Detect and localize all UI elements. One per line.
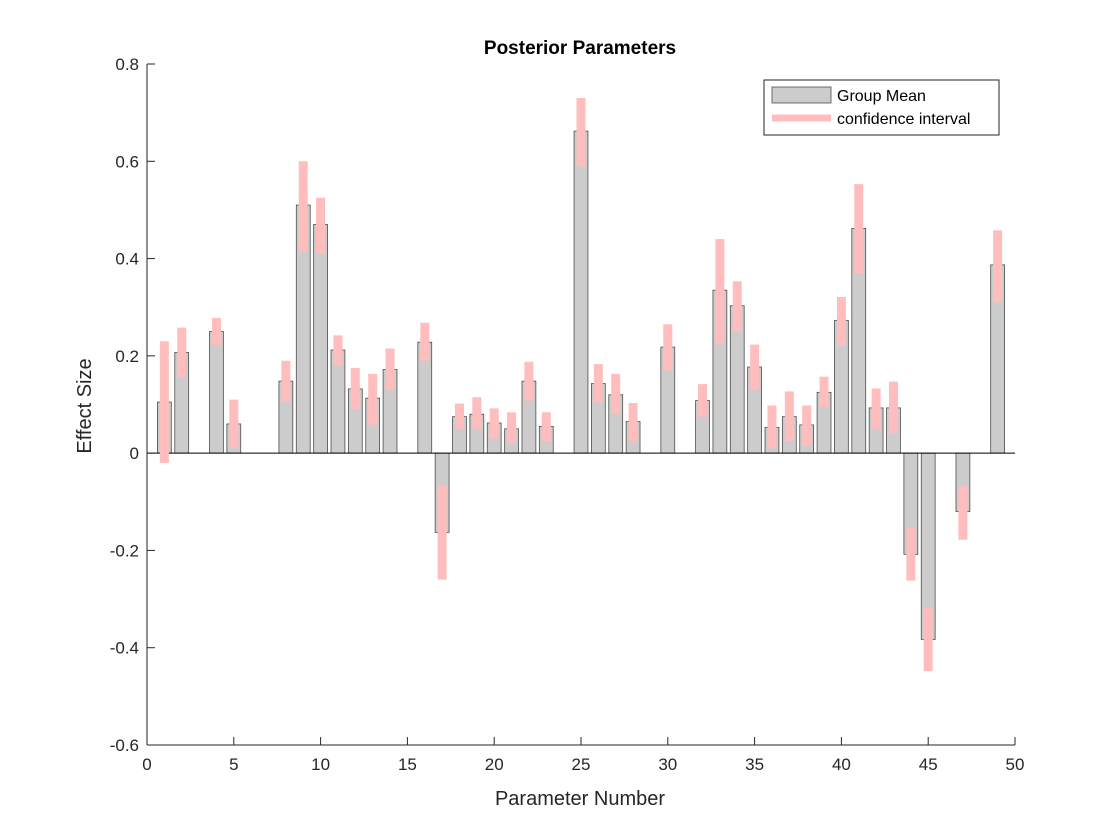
x-tick-label-45: 45 (919, 755, 938, 774)
y-tick-label-0.8: 0.8 (115, 55, 139, 74)
x-tick-label-35: 35 (745, 755, 764, 774)
x-tick-label-15: 15 (398, 755, 417, 774)
x-axis-label: Parameter Number (495, 788, 665, 810)
chart-title: Posterior Parameters (484, 38, 676, 59)
x-tick-label-0: 0 (142, 755, 151, 774)
y-tick-label-0.6: 0.6 (115, 152, 139, 171)
legend: Group Mean confidence interval (763, 79, 1000, 136)
x-tick-label-5: 5 (229, 755, 238, 774)
x-tick-label-40: 40 (832, 755, 851, 774)
x-tick-label-25: 25 (572, 755, 591, 774)
y-tick-label-0: 0 (130, 444, 139, 463)
y-axis-label: Effect Size (74, 358, 96, 453)
y-tick-label--0.4: -0.4 (110, 639, 139, 658)
y-tick-label-0.4: 0.4 (115, 250, 139, 269)
legend-label-confidence-interval: confidence interval (837, 111, 970, 128)
y-tick-label-0.2: 0.2 (115, 347, 139, 366)
x-tick-label-50: 50 (1006, 755, 1025, 774)
bar-25 (573, 130, 589, 454)
x-tick-label-30: 30 (658, 755, 677, 774)
y-tick-label--0.6: -0.6 (110, 736, 139, 755)
x-tick-label-20: 20 (485, 755, 504, 774)
x-tick-label-10: 10 (311, 755, 330, 774)
bar-4 (209, 331, 224, 454)
legend-swatch-group-mean (771, 86, 832, 104)
bar-10 (313, 224, 328, 454)
plot-area: 0 5 10 15 20 25 30 35 40 45 50 -0.6 -0.4 -0.2 0 0.2 0.4 0… (110, 55, 1025, 774)
legend-label-group-mean: Group Mean (837, 88, 926, 105)
y-tick-label--0.2: -0.2 (110, 541, 139, 560)
